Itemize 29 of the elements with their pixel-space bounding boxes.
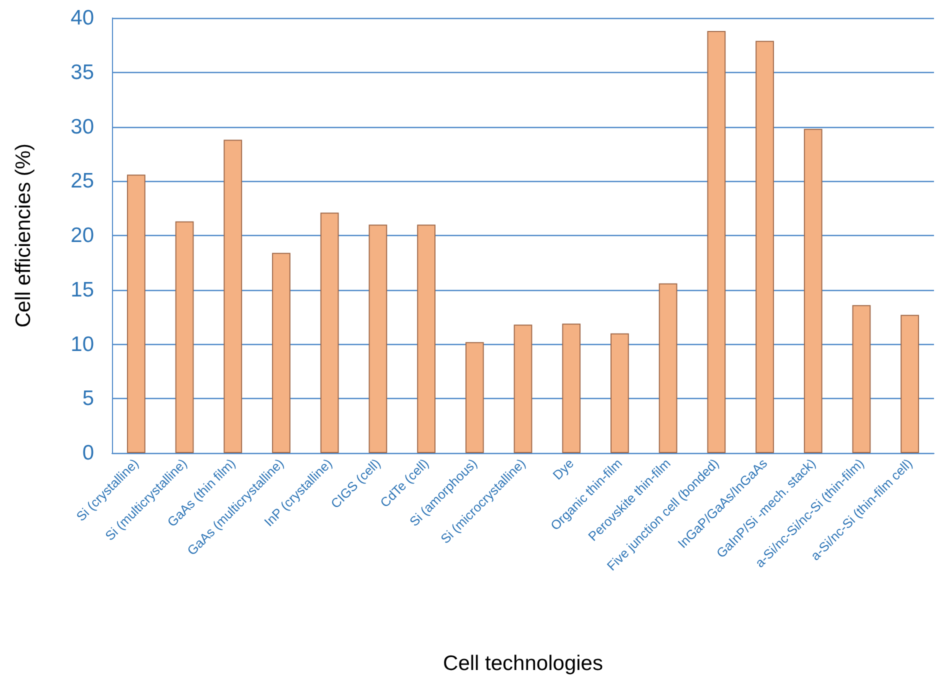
y-tick-label: 20 [70,224,94,247]
bar [658,283,678,453]
y-tick-label: 30 [70,115,94,138]
y-tick-label: 40 [70,6,94,30]
bar [804,128,822,453]
bar [756,40,774,453]
y-tick-label: 25 [70,170,94,193]
y-tick-label: 35 [70,60,94,84]
bar [514,324,532,453]
bar [272,252,290,453]
bar [852,305,871,453]
bar [175,221,194,453]
bar [610,333,629,453]
bar [562,324,581,453]
y-axis-title: Cell efficiencies (%) [12,143,35,328]
bar [465,342,484,453]
y-tick-label: 5 [82,387,94,410]
bar [320,212,339,453]
x-tick-label: Dye [550,456,577,483]
bar [126,174,146,453]
y-tick-label: 15 [70,278,94,302]
y-tick-label: 0 [82,442,94,464]
bar [417,224,436,453]
x-axis-title: Cell technologies [443,652,603,675]
bar [368,224,388,453]
bar [900,314,920,453]
bar [224,140,242,453]
y-tick-label: 10 [70,332,94,356]
bar [707,31,726,453]
